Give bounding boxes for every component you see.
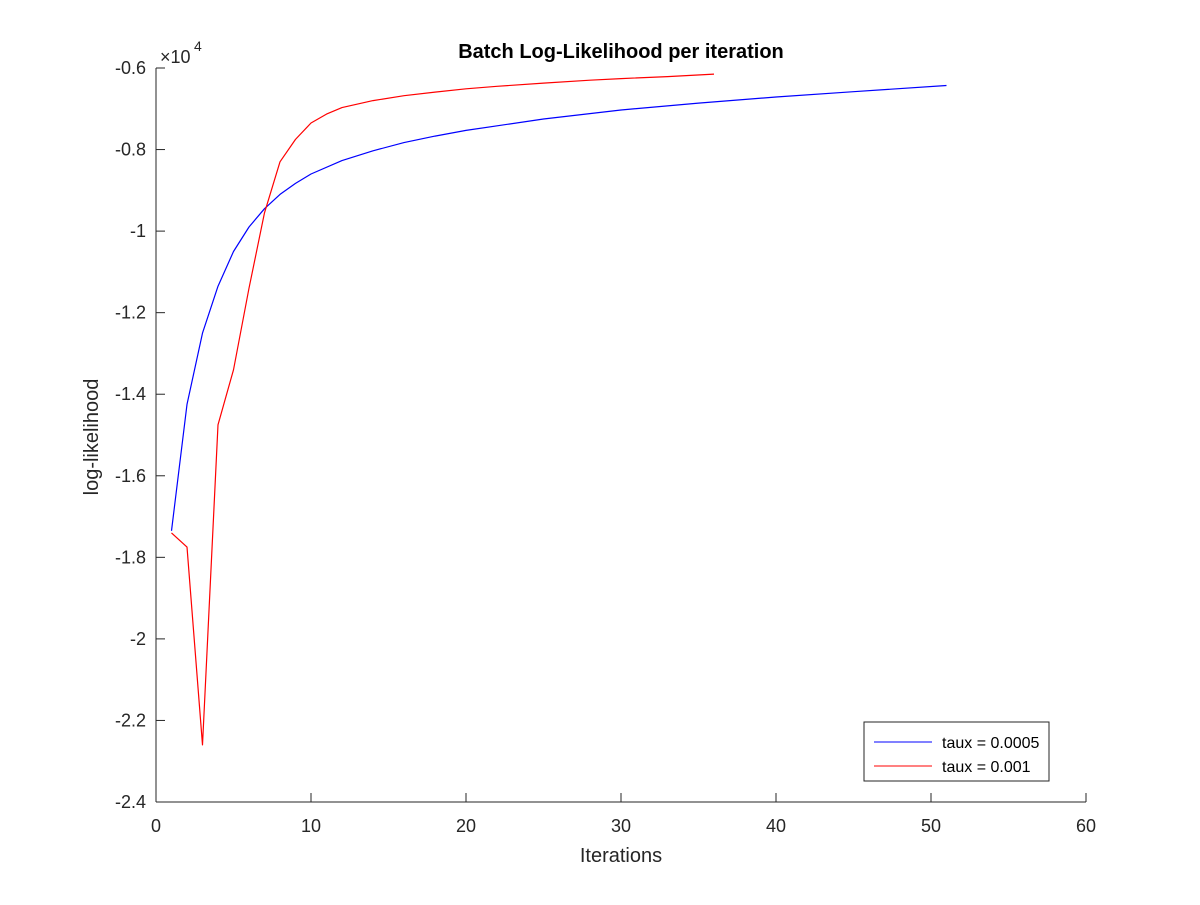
y-tick-label: -1 — [130, 221, 146, 241]
y-exponent-base: ×10 — [160, 47, 191, 67]
x-tick-label: 0 — [151, 816, 161, 836]
x-tick-label: 20 — [456, 816, 476, 836]
series-line-1 — [170, 84, 947, 531]
y-tick-label: -2 — [130, 629, 146, 649]
legend: taux = 0.0005 taux = 0.001 — [863, 721, 1050, 782]
y-tick-label: -0.8 — [115, 140, 146, 160]
y-axis-exponent: ×10 4 — [160, 38, 202, 67]
legend-label-series-1: taux = 0.0005 — [942, 735, 1040, 752]
y-tick-label: -1.2 — [115, 303, 146, 323]
x-axis-label: Iterations — [580, 845, 662, 867]
y-tick-label: -0.6 — [115, 58, 146, 78]
x-axis-ticks: 0 10 20 30 40 50 60 — [151, 793, 1096, 836]
series-line-2 — [171, 73, 715, 746]
y-tick-label: -1.6 — [115, 466, 146, 486]
y-tick-label: -1.8 — [115, 547, 146, 567]
x-tick-label: 40 — [766, 816, 786, 836]
axes — [155, 68, 1086, 803]
y-exponent-power: 4 — [194, 38, 202, 54]
y-tick-label: -2.2 — [115, 710, 146, 730]
legend-box — [863, 721, 1050, 782]
legend-label-series-2: taux = 0.001 — [942, 759, 1031, 776]
x-tick-label: 60 — [1076, 816, 1096, 836]
chart-title: Batch Log-Likelihood per iteration — [458, 41, 784, 63]
series-lines — [170, 73, 947, 746]
y-axis-label: log-likelihood — [81, 379, 103, 496]
x-tick-label: 30 — [611, 816, 631, 836]
y-tick-label: -1.4 — [115, 384, 146, 404]
y-axis-ticks: -2.4 -2.2 -2 -1.8 -1.6 -1.4 -1.2 -1 -0.8 -0.6 — [115, 58, 165, 812]
x-tick-label: 10 — [301, 816, 321, 836]
y-tick-label: -2.4 — [115, 792, 146, 812]
x-tick-label: 50 — [921, 816, 941, 836]
